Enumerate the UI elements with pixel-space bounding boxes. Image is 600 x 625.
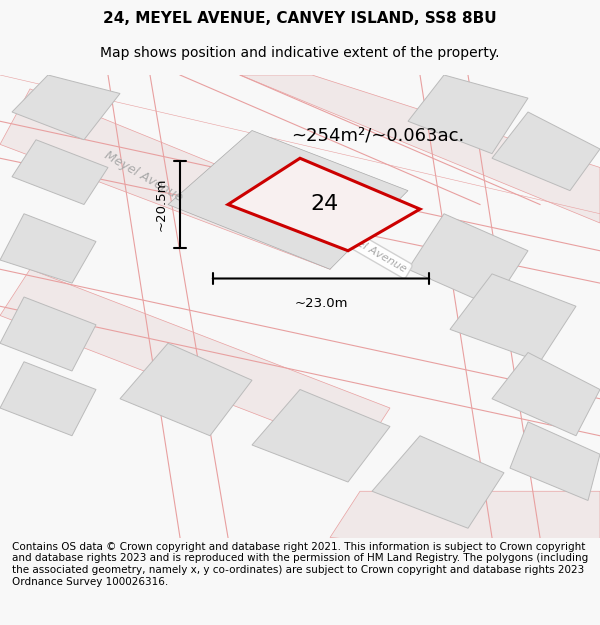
Polygon shape xyxy=(492,352,600,436)
Polygon shape xyxy=(120,343,252,436)
Polygon shape xyxy=(372,436,504,528)
Polygon shape xyxy=(330,491,600,561)
Polygon shape xyxy=(510,422,600,501)
Polygon shape xyxy=(0,269,390,454)
Polygon shape xyxy=(0,362,96,436)
Text: 24, MEYEL AVENUE, CANVEY ISLAND, SS8 8BU: 24, MEYEL AVENUE, CANVEY ISLAND, SS8 8BU xyxy=(103,11,497,26)
Polygon shape xyxy=(12,140,108,204)
Polygon shape xyxy=(0,214,96,283)
Text: Map shows position and indicative extent of the property.: Map shows position and indicative extent… xyxy=(100,46,500,59)
Polygon shape xyxy=(450,274,576,362)
Polygon shape xyxy=(168,131,408,269)
Polygon shape xyxy=(408,75,528,154)
Text: Meyel Avenue: Meyel Avenue xyxy=(335,227,409,275)
Text: ~20.5m: ~20.5m xyxy=(155,177,168,231)
Polygon shape xyxy=(12,75,120,140)
Text: ~254m²/~0.063ac.: ~254m²/~0.063ac. xyxy=(292,126,464,144)
Polygon shape xyxy=(492,112,600,191)
Text: Meyel Avenue: Meyel Avenue xyxy=(102,149,185,204)
Polygon shape xyxy=(252,389,390,482)
Polygon shape xyxy=(240,75,600,223)
Polygon shape xyxy=(228,158,420,251)
Text: ~23.0m: ~23.0m xyxy=(294,297,348,310)
Polygon shape xyxy=(408,214,528,306)
Text: 24: 24 xyxy=(310,194,338,214)
Polygon shape xyxy=(0,89,360,269)
Polygon shape xyxy=(0,297,96,371)
Text: Contains OS data © Crown copyright and database right 2021. This information is : Contains OS data © Crown copyright and d… xyxy=(12,542,588,587)
